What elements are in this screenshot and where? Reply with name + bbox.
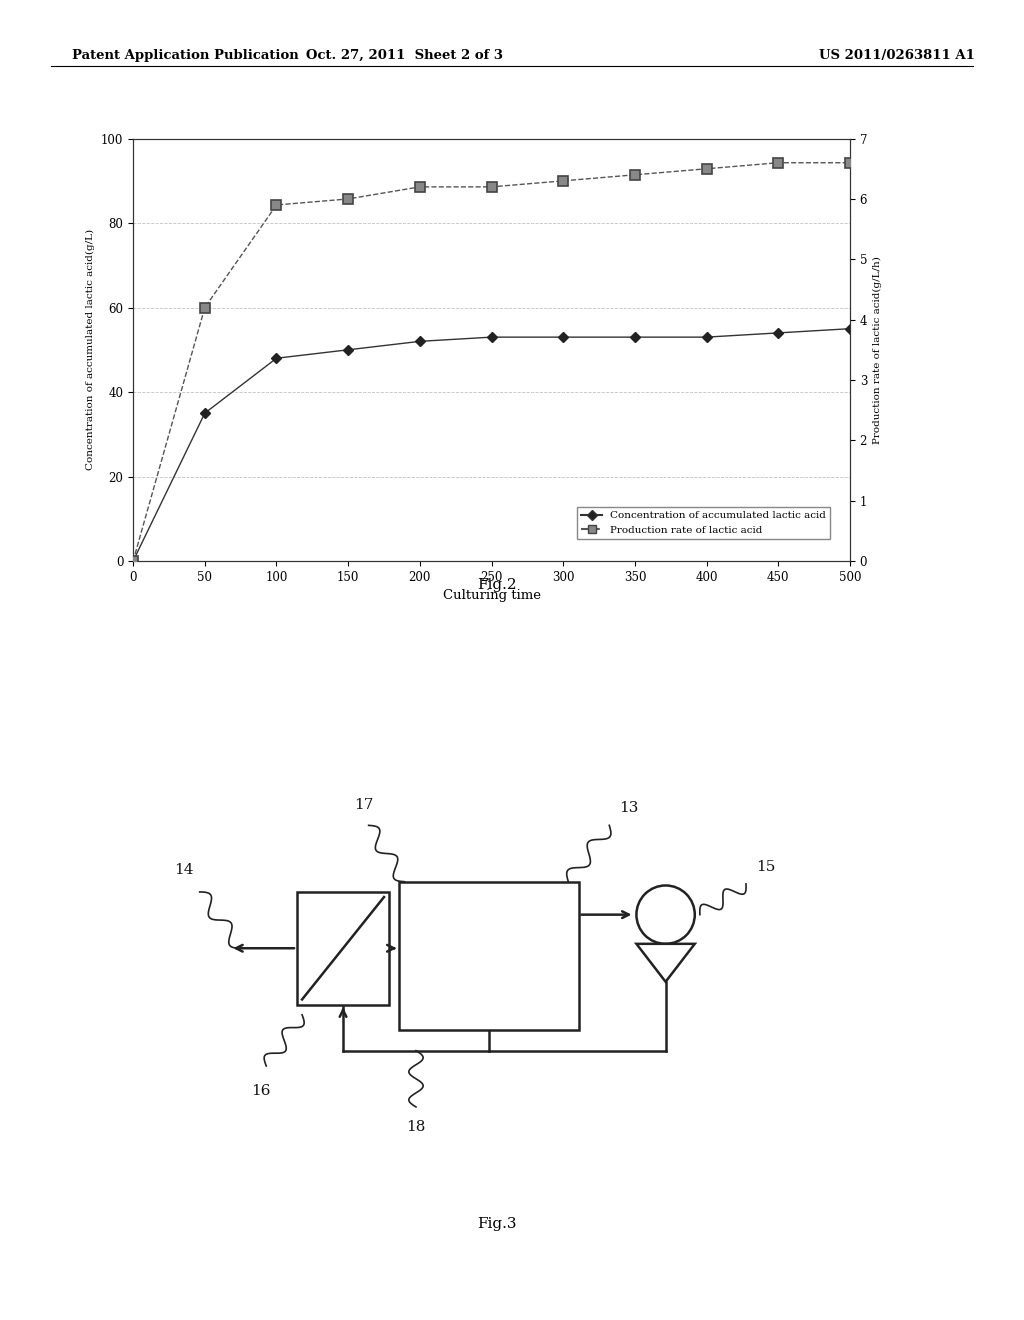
Text: Oct. 27, 2011  Sheet 2 of 3: Oct. 27, 2011 Sheet 2 of 3 <box>306 49 503 62</box>
Circle shape <box>637 886 694 944</box>
Y-axis label: Production rate of lactic acid(g/L/h): Production rate of lactic acid(g/L/h) <box>872 256 882 444</box>
Text: 16: 16 <box>251 1085 271 1098</box>
Y-axis label: Concentration of accumulated lactic acid(g/L): Concentration of accumulated lactic acid… <box>86 230 95 470</box>
Text: 15: 15 <box>756 859 775 874</box>
Text: 14: 14 <box>174 862 195 876</box>
Text: Patent Application Publication: Patent Application Publication <box>72 49 298 62</box>
Text: 18: 18 <box>407 1121 426 1134</box>
Text: 17: 17 <box>354 799 373 812</box>
Text: 13: 13 <box>620 801 639 816</box>
Text: Fig.2: Fig.2 <box>477 578 516 593</box>
Bar <box>399 882 579 1030</box>
Text: US 2011/0263811 A1: US 2011/0263811 A1 <box>819 49 975 62</box>
Text: Fig.3: Fig.3 <box>477 1217 516 1232</box>
Bar <box>297 892 389 1005</box>
Legend: Concentration of accumulated lactic acid, Production rate of lactic acid: Concentration of accumulated lactic acid… <box>577 507 830 539</box>
X-axis label: Culturing time: Culturing time <box>442 589 541 602</box>
Polygon shape <box>637 944 694 982</box>
